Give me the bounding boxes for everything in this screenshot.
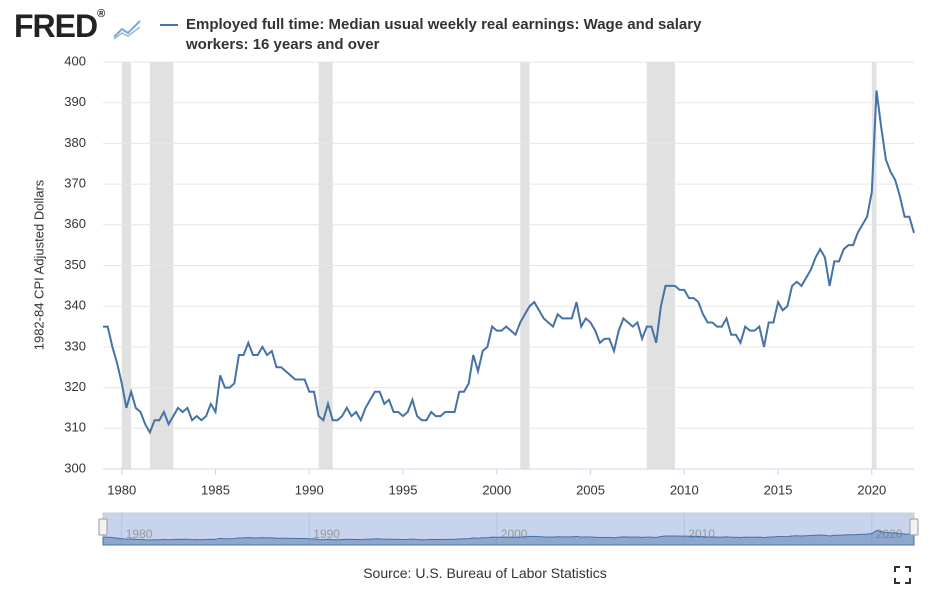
legend-swatch <box>160 24 178 26</box>
y-tick-label: 360 <box>64 216 86 231</box>
y-tick-label: 300 <box>64 460 86 475</box>
navigator-handle[interactable] <box>98 518 108 536</box>
legend: Employed full time: Median usual weekly … <box>160 15 760 55</box>
navigator-label: 2020 <box>876 527 903 541</box>
fred-logo: FRED® <box>14 8 142 45</box>
y-axis-label: 1982-84 CPI Adjusted Dollars <box>31 179 46 350</box>
chart-title: Employed full time: Median usual weekly … <box>186 16 702 53</box>
data-line <box>103 90 915 435</box>
x-tick-label: 2010 <box>670 482 699 497</box>
y-tick-label: 320 <box>64 379 86 394</box>
y-tick-label: 400 <box>64 53 86 68</box>
y-tick-label: 350 <box>64 257 86 272</box>
navigator-label: 2000 <box>501 527 528 541</box>
y-tick-label: 310 <box>64 420 86 435</box>
source: Source: U.S. Bureau of Labor Statistics <box>363 565 607 581</box>
logo-icon <box>113 19 141 40</box>
navigator-area <box>102 530 915 546</box>
x-tick-label: 2000 <box>482 482 511 497</box>
fullscreen-icon[interactable] <box>894 566 911 584</box>
navigator-label: 1990 <box>313 527 340 541</box>
navigator-label: 1980 <box>126 527 153 541</box>
x-tick-label: 1985 <box>201 482 230 497</box>
y-tick-label: 330 <box>64 338 86 353</box>
y-tick-label: 380 <box>64 135 86 150</box>
y-tick-label: 370 <box>64 176 86 191</box>
y-tick-label: 340 <box>64 298 86 313</box>
y-tick-label: 390 <box>64 94 86 109</box>
navigator-handle[interactable] <box>909 518 919 536</box>
x-tick-label: 2020 <box>857 482 886 497</box>
navigator-label: 2010 <box>688 527 715 541</box>
x-tick-label: 1980 <box>107 482 136 497</box>
x-tick-label: 1995 <box>389 482 418 497</box>
x-tick-label: 1990 <box>295 482 324 497</box>
x-tick-label: 2005 <box>576 482 605 497</box>
x-tick-label: 2015 <box>764 482 793 497</box>
